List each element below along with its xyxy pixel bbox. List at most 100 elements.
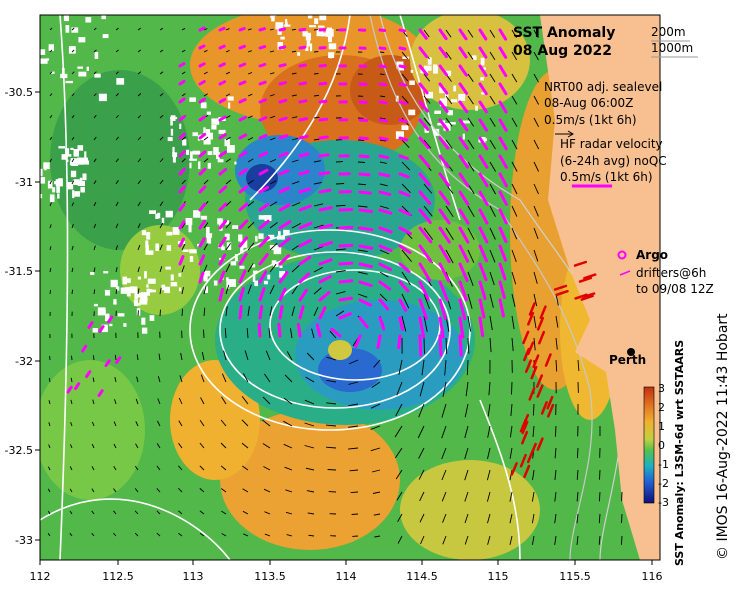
hf-radar-arrow [478, 82, 488, 96]
cloud-pixel [129, 286, 138, 294]
hf-radar-arrow [278, 304, 284, 320]
hf-radar-arrow [98, 325, 105, 333]
cloud-pixel [425, 91, 433, 99]
sealevel-arrow [442, 513, 447, 523]
hf-radar-arrow [218, 26, 226, 32]
sealevel-arrow [49, 180, 53, 185]
hf-radar-arrow [378, 172, 391, 178]
sealevel-arrow [291, 306, 295, 317]
sealevel-arrow [203, 307, 206, 317]
cloud-pixel [40, 168, 43, 177]
sealevel-arrow [489, 227, 496, 240]
sealevel-arrow [269, 72, 275, 75]
cloud-pixel [124, 287, 129, 294]
cloud-pixel [102, 34, 109, 39]
sealevel-arrow [531, 535, 535, 545]
sealevel-arrow [137, 136, 142, 141]
sealevel-arrow [349, 469, 359, 472]
sealevel-arrow [291, 94, 297, 97]
sealevel-arrow [511, 29, 517, 38]
sealevel-arrow [423, 227, 434, 240]
sealevel-arrow [487, 425, 491, 438]
cloud-pixel [79, 3, 82, 8]
drifter-arrow [553, 284, 568, 291]
sealevel-arrow [487, 535, 491, 545]
x-tick: 112.5 [102, 570, 134, 583]
sealevel-arrow [156, 510, 161, 515]
sealevel-arrow [445, 139, 453, 149]
cloud-pixel [305, 32, 311, 41]
cloud-pixel [77, 157, 82, 160]
hf-radar-arrow [378, 244, 393, 253]
sealevel-arrow [554, 469, 557, 480]
sealevel-arrow [441, 447, 447, 460]
hf-radar-arrow [358, 208, 374, 213]
sealevel-arrow [326, 446, 337, 449]
cloud-pixel [84, 0, 88, 1]
sealevel-arrow [487, 403, 491, 417]
hf-radar-arrow [198, 167, 207, 176]
hf-radar-arrow [378, 154, 390, 160]
sealevel-arrow [203, 49, 208, 53]
hf-radar-arrow [338, 279, 354, 284]
hf-radar-arrow [358, 190, 372, 195]
hf-radar-arrow [498, 208, 508, 225]
sealevel-arrow [247, 263, 254, 273]
cloud-pixel [63, 15, 69, 22]
hf-radar-arrow [238, 236, 249, 248]
map-date: 08 Aug 2022 [513, 43, 612, 59]
sealevel-arrow [159, 179, 164, 185]
hf-radar-arrow [438, 46, 448, 59]
sealevel-arrow [329, 330, 337, 339]
sealevel-arrow [115, 71, 119, 75]
sealevel-arrow [423, 315, 428, 332]
sealevel-arrow [379, 271, 389, 278]
hf-radar-arrow [238, 287, 245, 302]
sealevel-arrow [159, 244, 163, 251]
hf-radar-arrow [458, 298, 467, 321]
cloud-pixel [146, 232, 151, 240]
sealevel-arrow [401, 51, 408, 60]
sealevel-arrow [199, 488, 205, 493]
cloud-pixel [166, 231, 173, 236]
hf-radar-arrow [338, 296, 353, 302]
cloud-pixel [203, 138, 211, 145]
hf-radar-arrow [458, 64, 468, 77]
cloud-pixel [299, 11, 306, 13]
sealevel-arrow [181, 158, 186, 163]
hf-radar-arrow [178, 202, 186, 212]
sealevel-arrow [242, 465, 249, 471]
cloud-pixel [69, 160, 76, 165]
hf-radar-arrow [458, 190, 470, 206]
sealevel-arrow [290, 328, 293, 339]
sealevel-arrow [401, 139, 410, 149]
cloud-pixel [55, 179, 63, 187]
drifter-arrow [547, 403, 555, 418]
sealevel-arrow [467, 249, 475, 263]
hf-radar-arrow [438, 28, 448, 41]
sealevel-arrow [291, 285, 298, 295]
cloud-pixel [204, 270, 211, 277]
sealevel-arrow [464, 425, 469, 439]
sealevel-arrow [48, 444, 51, 449]
drifter-arrow [583, 273, 597, 280]
hf-radar-arrow [498, 118, 508, 132]
sealevel-arrow [220, 419, 227, 427]
hf-radar-arrow [478, 208, 489, 225]
hf-radar-arrow [478, 64, 488, 77]
hf-radar-arrow [258, 304, 264, 320]
cloud-pixel [80, 157, 88, 163]
sealevel-arrow [464, 513, 469, 524]
cloud-pixel [28, 16, 33, 23]
sealevel-arrow [156, 488, 161, 493]
sealevel-arrow [464, 535, 469, 545]
perth-label: Perth [609, 353, 646, 367]
sealevel-arrow [441, 469, 447, 481]
sealevel-arrow [181, 243, 186, 251]
cloud-pixel [234, 161, 237, 165]
cloud-pixel [263, 280, 268, 285]
cloud-pixel [204, 286, 208, 293]
cloud-pixel [269, 245, 278, 251]
sealevel-arrow [533, 271, 538, 284]
sealevel-arrow [156, 420, 161, 427]
